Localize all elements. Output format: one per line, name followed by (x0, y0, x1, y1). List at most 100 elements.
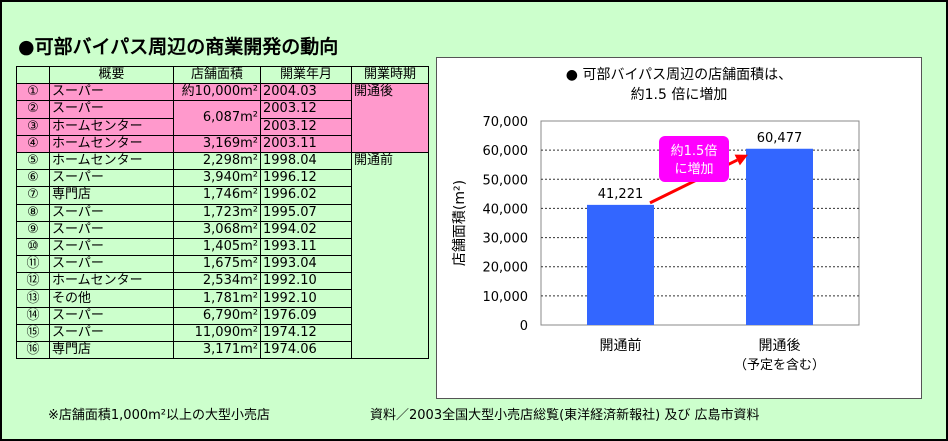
row-date: 1996.02 (260, 186, 352, 205)
row-type: スーパー (49, 83, 174, 102)
row-area: 3,169m² (173, 134, 261, 153)
row-area: 6,790m² (173, 306, 261, 325)
x-tick-sublabel: （予定を含む） (734, 357, 825, 373)
table-header-cell: 店舗面積 (173, 65, 261, 85)
row-number: ① (16, 83, 50, 102)
row-type: スーパー (49, 100, 174, 119)
chart-title-line2: 約1.5 倍に増加 (630, 87, 728, 103)
table-row: ⑭ スーパー 6,790m² 1976.09 (16, 306, 429, 325)
y-tick-label: 70,000 (483, 115, 529, 130)
row-date: 1998.04 (260, 151, 352, 171)
row-type: ホームセンター (49, 151, 174, 171)
source-note: 資料／2003全国大型小売店総覧(東洋経済新報社) 及び 広島市資料 (370, 408, 760, 423)
table-header-cell (16, 65, 50, 85)
row-date: 1993.04 (260, 255, 352, 274)
row-area: 2,534m² (173, 272, 261, 291)
y-tick-label: 20,000 (483, 261, 529, 276)
row-type: 専門店 (49, 186, 174, 205)
bar (587, 204, 654, 325)
row-number: ④ (16, 134, 50, 153)
row-type: 専門店 (49, 340, 174, 360)
row-date: 1974.12 (260, 323, 352, 343)
row-area: 1,781m² (173, 289, 261, 308)
table-header-row: 概要 店舗面積 開業年月 開業時期 (16, 65, 429, 85)
row-date: 1992.10 (260, 289, 352, 308)
row-area: 約10,000m² (173, 83, 261, 102)
period-after: 開通後 (351, 83, 429, 153)
row-area: 3,940m² (173, 169, 261, 188)
bar-chart: 0 10,000 20,000 30,000 40,000 50,000 60,000 70,… (452, 115, 860, 373)
annotation-line2: に増加 (674, 162, 713, 177)
row-type: スーパー (49, 220, 174, 239)
x-tick-label: 開通前 (600, 337, 642, 354)
table-row: ⑩ スーパー 1,405m² 1993.11 (16, 237, 429, 257)
row-date: 1992.10 (260, 272, 352, 291)
table-row: ⑦ 専門店 1,746m² 1996.02 (16, 186, 429, 205)
row-type: その他 (49, 289, 174, 308)
row-number: ⑥ (16, 169, 50, 188)
row-type: ホームセンター (49, 117, 174, 136)
row-number: ⑭ (16, 306, 50, 325)
chart-title-line1: ● 可部バイパス周辺の店舗面積は、 (565, 67, 793, 83)
row-date: 1994.02 (260, 220, 352, 239)
x-tick-label: 開通後 (759, 338, 801, 354)
table-row: ⑧ スーパー 1,723m² 1995.07 (16, 203, 429, 222)
y-tick-label: 60,000 (483, 144, 529, 159)
store-table: 概要 店舗面積 開業年月 開業時期 ① スーパー 約10,000m² 2004.03 開通後 ② ス… (16, 65, 429, 360)
row-number: ⑮ (16, 323, 50, 343)
chart-panel: ● 可部バイパス周辺の店舗面積は、 約1.5 倍に増加 0 10,000 20,00… (436, 57, 922, 399)
table-header-cell: 開業時期 (351, 65, 429, 85)
row-number: ⑦ (16, 186, 50, 205)
table-row: ④ ホームセンター 3,169m² 2003.11 (16, 134, 429, 153)
row-type: スーパー (49, 306, 174, 325)
row-type: スーパー (49, 323, 174, 343)
row-date: 1976.09 (260, 306, 352, 325)
row-number: ⑨ (16, 220, 50, 239)
table-row: ③ ホームセンター 2003.12 (16, 117, 429, 136)
y-tick-label: 0 (520, 319, 528, 334)
row-date: 2004.03 (260, 83, 352, 102)
y-axis-label: 店舗面積(m²) (452, 180, 468, 266)
footnote: ※店舗面積1,000m²以上の大型小売店 (48, 408, 270, 423)
figure-title: ●可部バイパス周辺の商業開発の動向 (18, 36, 339, 58)
table-header-cell: 開業年月 (260, 65, 352, 85)
row-number: ⑪ (16, 255, 50, 274)
data-label: 41,221 (598, 187, 644, 202)
row-area: 2,298m² (173, 151, 261, 171)
table-row: ⑮ スーパー 11,090m² 1974.12 (16, 323, 429, 343)
table-row: ⑪ スーパー 1,675m² 1993.04 (16, 255, 429, 274)
row-area: 1,723m² (173, 203, 261, 222)
row-date: 1996.12 (260, 169, 352, 188)
row-number: ⑬ (16, 289, 50, 308)
data-label: 60,477 (757, 131, 803, 146)
table-row: ⑯ 専門店 3,171m² 1974.06 (16, 340, 429, 360)
y-tick-label: 40,000 (483, 202, 529, 217)
row-number: ② (16, 100, 50, 119)
table-header-cell: 概要 (49, 65, 174, 85)
row-type: スーパー (49, 237, 174, 257)
row-area: 3,171m² (173, 340, 261, 360)
y-tick-label: 10,000 (483, 290, 529, 305)
y-tick-label: 30,000 (483, 232, 529, 247)
row-number: ⑩ (16, 237, 50, 257)
table-row: ⑥ スーパー 3,940m² 1996.12 (16, 169, 429, 188)
row-date: 1995.07 (260, 203, 352, 222)
row-number: ⑯ (16, 340, 50, 360)
row-number: ③ (16, 117, 50, 136)
period-before: 開通前 (351, 151, 429, 360)
row-number: ⑫ (16, 272, 50, 291)
table-row: ⑬ その他 1,781m² 1992.10 (16, 289, 429, 308)
annotation-box (659, 136, 729, 182)
row-date: 2003.12 (260, 100, 352, 119)
row-area: 1,405m² (173, 237, 261, 257)
annotation-line1: 約1.5倍 (671, 144, 718, 159)
row-date: 2003.11 (260, 134, 352, 153)
row-area: 6,087m² (173, 100, 261, 136)
row-type: ホームセンター (49, 134, 174, 153)
row-type: スーパー (49, 255, 174, 274)
arrow-head (734, 154, 748, 166)
row-type: スーパー (49, 203, 174, 222)
row-number: ⑧ (16, 203, 50, 222)
bar (746, 148, 813, 325)
